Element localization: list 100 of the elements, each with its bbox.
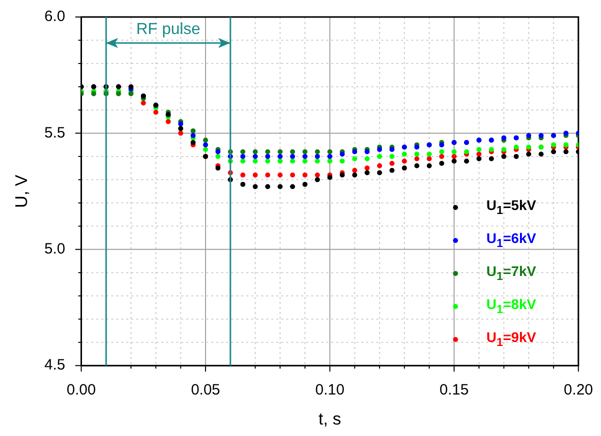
point	[290, 184, 296, 190]
point	[203, 146, 208, 152]
point	[563, 142, 568, 148]
point	[166, 119, 171, 124]
y-tick-label: 6.0	[44, 8, 66, 26]
point	[314, 177, 320, 182]
point	[364, 156, 370, 162]
point	[501, 154, 506, 159]
legend-label: U$_{1}$=8kV	[486, 296, 536, 316]
point	[302, 154, 308, 159]
point	[414, 152, 420, 157]
point	[215, 154, 220, 159]
y-tick-label: 5.0	[44, 240, 66, 258]
point	[476, 156, 482, 162]
point	[377, 170, 382, 176]
point	[240, 182, 246, 187]
point	[389, 160, 394, 166]
y-axis-title: U, V	[12, 174, 31, 208]
point	[551, 142, 556, 148]
point	[302, 172, 308, 178]
point	[439, 142, 444, 148]
legend-label: U$_{1}$=5kV	[486, 197, 536, 217]
point	[439, 154, 444, 159]
point	[414, 163, 420, 168]
legend-label: U$_{1}$=9kV	[486, 329, 536, 349]
point	[252, 158, 258, 164]
point	[240, 172, 246, 178]
point	[364, 149, 370, 154]
point	[203, 138, 208, 143]
point	[340, 172, 345, 178]
point	[514, 154, 519, 159]
point	[116, 91, 122, 96]
point	[526, 152, 532, 157]
point	[452, 158, 457, 164]
point	[290, 158, 296, 164]
point	[265, 158, 270, 164]
point	[377, 154, 382, 159]
point	[278, 172, 283, 178]
point	[476, 152, 482, 157]
legend-label: U$_{1}$=6kV	[486, 230, 536, 250]
x-axis-title: t, s	[318, 409, 342, 428]
point	[364, 170, 370, 176]
point	[352, 149, 358, 154]
point	[91, 91, 96, 96]
point	[476, 146, 482, 152]
point	[402, 158, 407, 164]
x-tick-label: 0.00	[66, 382, 96, 399]
x-tick-label: 0.15	[440, 382, 469, 399]
point	[414, 144, 420, 150]
point	[501, 135, 506, 140]
point	[265, 149, 270, 154]
point	[563, 130, 568, 136]
point	[439, 149, 444, 154]
point	[290, 149, 296, 154]
point	[352, 172, 358, 178]
point	[265, 172, 270, 178]
point	[327, 158, 332, 164]
point	[452, 149, 457, 154]
point	[153, 110, 158, 115]
point	[563, 149, 568, 154]
point	[314, 149, 320, 154]
point	[265, 154, 270, 159]
point	[215, 149, 220, 154]
x-tick-label: 0.10	[315, 382, 344, 399]
point	[178, 130, 184, 136]
point	[327, 149, 332, 154]
point	[314, 172, 320, 178]
point	[252, 184, 258, 190]
point	[190, 128, 196, 134]
point	[215, 166, 220, 171]
point	[501, 146, 506, 152]
point	[551, 149, 556, 154]
point	[364, 166, 370, 171]
y-tick-label: 4.5	[44, 356, 66, 374]
point	[488, 156, 494, 162]
x-tick-label: 0.05	[190, 382, 220, 399]
point	[414, 156, 420, 162]
point	[464, 158, 470, 164]
point	[426, 163, 432, 168]
point	[327, 154, 332, 159]
point	[389, 168, 394, 173]
point	[302, 149, 308, 154]
point	[340, 152, 345, 157]
point	[352, 168, 358, 173]
point	[203, 142, 208, 148]
point	[240, 149, 246, 154]
point	[389, 154, 394, 159]
point	[278, 149, 283, 154]
legend-label: U$_{1}$=7kV	[486, 263, 536, 283]
point	[538, 152, 544, 157]
point	[278, 184, 283, 190]
point	[128, 91, 134, 96]
point	[402, 152, 407, 157]
point	[252, 172, 258, 178]
point	[302, 182, 308, 187]
point	[340, 158, 345, 164]
point	[488, 146, 494, 152]
y-tick-label: 5.5	[44, 124, 66, 142]
point	[426, 152, 432, 157]
point	[377, 163, 382, 168]
